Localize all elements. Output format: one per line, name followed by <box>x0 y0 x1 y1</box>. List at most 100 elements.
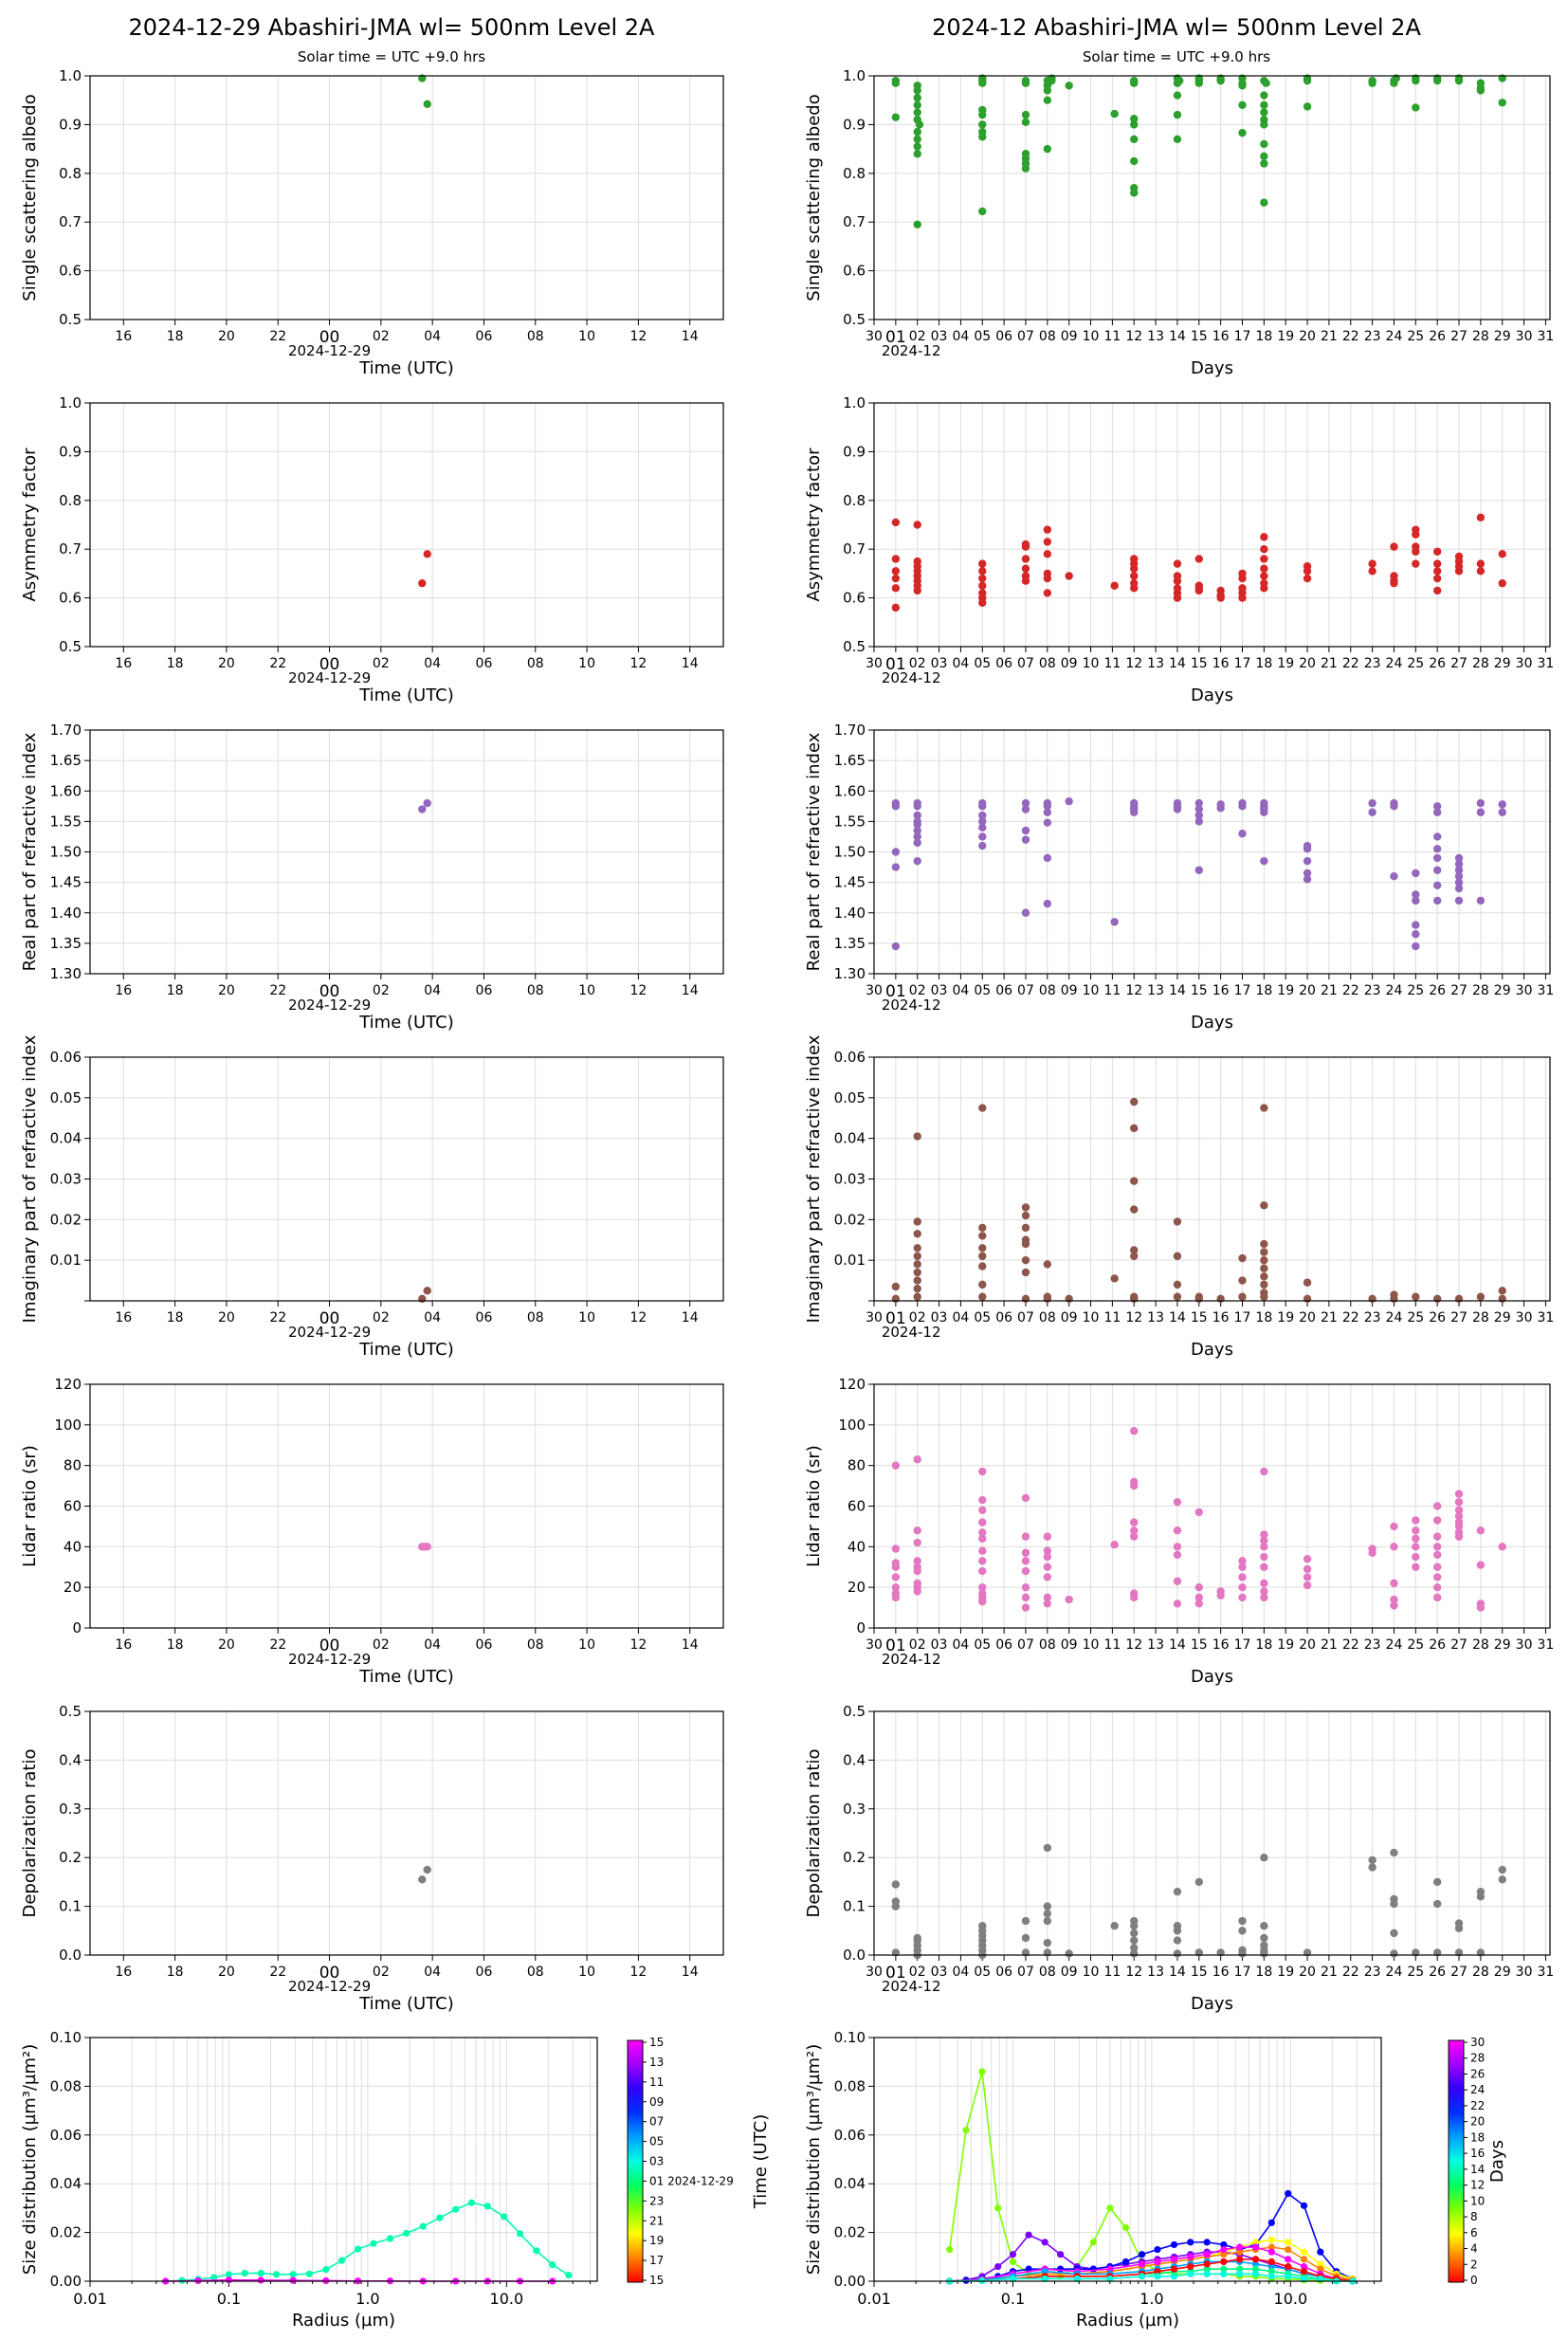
left-size-xtick-label: 1.0 <box>356 2290 379 2308</box>
left-asym-ytick-label: 0.5 <box>59 638 82 655</box>
left-size-ytick-label: 0.10 <box>50 2029 82 2046</box>
right-asym-point <box>1498 578 1506 588</box>
right-xtick-label: 27 <box>1450 329 1468 344</box>
right-xtick-label: 14 <box>1169 983 1186 998</box>
right-real-point <box>1194 798 1203 808</box>
left-real-frame <box>89 729 724 975</box>
right-xtick-label: 16 <box>1212 656 1230 671</box>
left-colorbar-label: 13 <box>649 2056 664 2069</box>
right-size-point <box>1236 2256 1244 2263</box>
right-depol-ylabel: Depolarization ratio <box>804 1749 824 1918</box>
right-asym-ylabel: Asymmetry factor <box>804 448 824 602</box>
right-xtick-label: 11 <box>1103 983 1121 998</box>
right-size-point <box>1285 2262 1292 2271</box>
left-size-xtick-label: 0.1 <box>217 2290 241 2308</box>
right-xtick-label: 21 <box>1321 1965 1338 1980</box>
left-xtick-label: 12 <box>629 329 647 344</box>
right-xtick-label: 22 <box>1342 1637 1359 1653</box>
right-ssa-point <box>1173 135 1182 144</box>
right-imag-point <box>1454 1294 1464 1304</box>
right-xtick-label: 23 <box>1364 1965 1381 1980</box>
right-real-point <box>1476 896 1486 905</box>
right-size-point <box>1251 2256 1260 2263</box>
right-ssa-point <box>1260 91 1268 100</box>
right-date-label: 2024-12 <box>882 996 941 1014</box>
right-size-point <box>1203 2239 1211 2246</box>
right-xtick-label: 05 <box>974 983 991 998</box>
right-lidar-ytick-label: 0 <box>856 1619 866 1636</box>
right-imag-point <box>913 1268 921 1277</box>
right-asym-point <box>1260 533 1268 541</box>
right-lidar-point <box>1390 1543 1398 1551</box>
left-real-ytick-label: 1.55 <box>50 813 82 830</box>
left-xtick-label: 22 <box>269 983 286 998</box>
right-depol-point <box>1260 1949 1268 1958</box>
right-lidar-point <box>1476 1603 1486 1612</box>
right-lidar-point <box>978 1566 987 1576</box>
left-size-point <box>467 2199 476 2206</box>
left-asym-point <box>423 550 431 558</box>
right-real-point <box>1260 808 1268 816</box>
right-lidar-point <box>1216 1591 1225 1600</box>
right-real-point <box>1130 808 1139 816</box>
right-xtick-label: 08 <box>1039 656 1056 671</box>
right-lidar-point <box>1043 1573 1052 1581</box>
left-xtick-label: 02 <box>373 329 390 344</box>
right-xtick-label: 30 <box>866 1965 883 1980</box>
right-lidar-point <box>1390 1601 1398 1610</box>
right-size-point <box>1056 2251 1065 2258</box>
left-depol-ytick-label: 0.0 <box>59 1947 82 1964</box>
right-xtick-label: 15 <box>1191 329 1208 344</box>
right-ssa-point <box>1130 120 1139 129</box>
right-size-point <box>1106 2204 1114 2212</box>
right-ssa-ytick-label: 0.9 <box>843 116 866 133</box>
right-xtick-label: 27 <box>1450 983 1468 998</box>
right-depol-ytick-label: 0.4 <box>843 1751 866 1768</box>
right-asym-point <box>1476 559 1486 568</box>
right-lidar-point <box>1303 1564 1312 1574</box>
right-real-point <box>1432 845 1442 853</box>
right-real-point <box>1412 868 1420 878</box>
right-xtick-label: 17 <box>1234 1637 1251 1653</box>
right-xtick-label: 21 <box>1321 983 1338 998</box>
right-lidar-point <box>1238 1563 1247 1571</box>
left-xtick-label: 22 <box>269 1637 286 1653</box>
right-asym-point <box>978 567 987 576</box>
right-asym-point <box>1432 559 1442 568</box>
left-colorbar-title: Time (UTC) <box>751 2114 771 2210</box>
right-real-point <box>1110 918 1119 926</box>
right-asym-point <box>978 598 987 607</box>
right-xtick-label: 28 <box>1472 1310 1489 1325</box>
right-lidar-point <box>1454 1506 1464 1514</box>
right-asym-point <box>1173 559 1182 568</box>
right-imag-point <box>1260 1201 1268 1210</box>
left-xtick-label: 20 <box>218 329 235 344</box>
right-imag-point <box>1173 1280 1182 1289</box>
right-colorbar <box>1448 2039 1465 2283</box>
right-real-point <box>1065 796 1073 806</box>
right-xtick-label: 20 <box>1299 1965 1316 1980</box>
right-real-ytick-label: 1.35 <box>834 935 866 952</box>
left-size-point <box>241 2269 248 2277</box>
left-xtick-label: 22 <box>269 1965 286 1980</box>
left-size-point <box>225 2271 233 2278</box>
left-xtick-label: 10 <box>578 1637 595 1653</box>
left-xtick-label: 04 <box>424 983 441 998</box>
right-asym-point <box>1173 576 1182 585</box>
right-colorbar-label: 28 <box>1470 2052 1485 2065</box>
right-depol-point <box>891 1880 901 1889</box>
right-lidar-point <box>1432 1593 1442 1602</box>
right-size-point <box>1009 2258 1017 2266</box>
left-size-ylabel: Size distribution (µm³/µm²) <box>20 2044 40 2275</box>
right-size-point <box>1170 2256 1178 2263</box>
right-size-frame <box>873 2037 1382 2282</box>
left-xtick-label: 22 <box>269 656 286 671</box>
right-xtick-label: 12 <box>1125 656 1142 671</box>
right-ssa-point <box>1476 86 1486 95</box>
right-xtick-label: 26 <box>1429 1637 1446 1653</box>
left-xtick-label: 20 <box>218 983 235 998</box>
right-real-point <box>1021 835 1030 844</box>
left-colorbar-label: 15 <box>649 2036 664 2049</box>
right-size-point <box>1317 2265 1324 2273</box>
right-real-point <box>1390 802 1398 811</box>
